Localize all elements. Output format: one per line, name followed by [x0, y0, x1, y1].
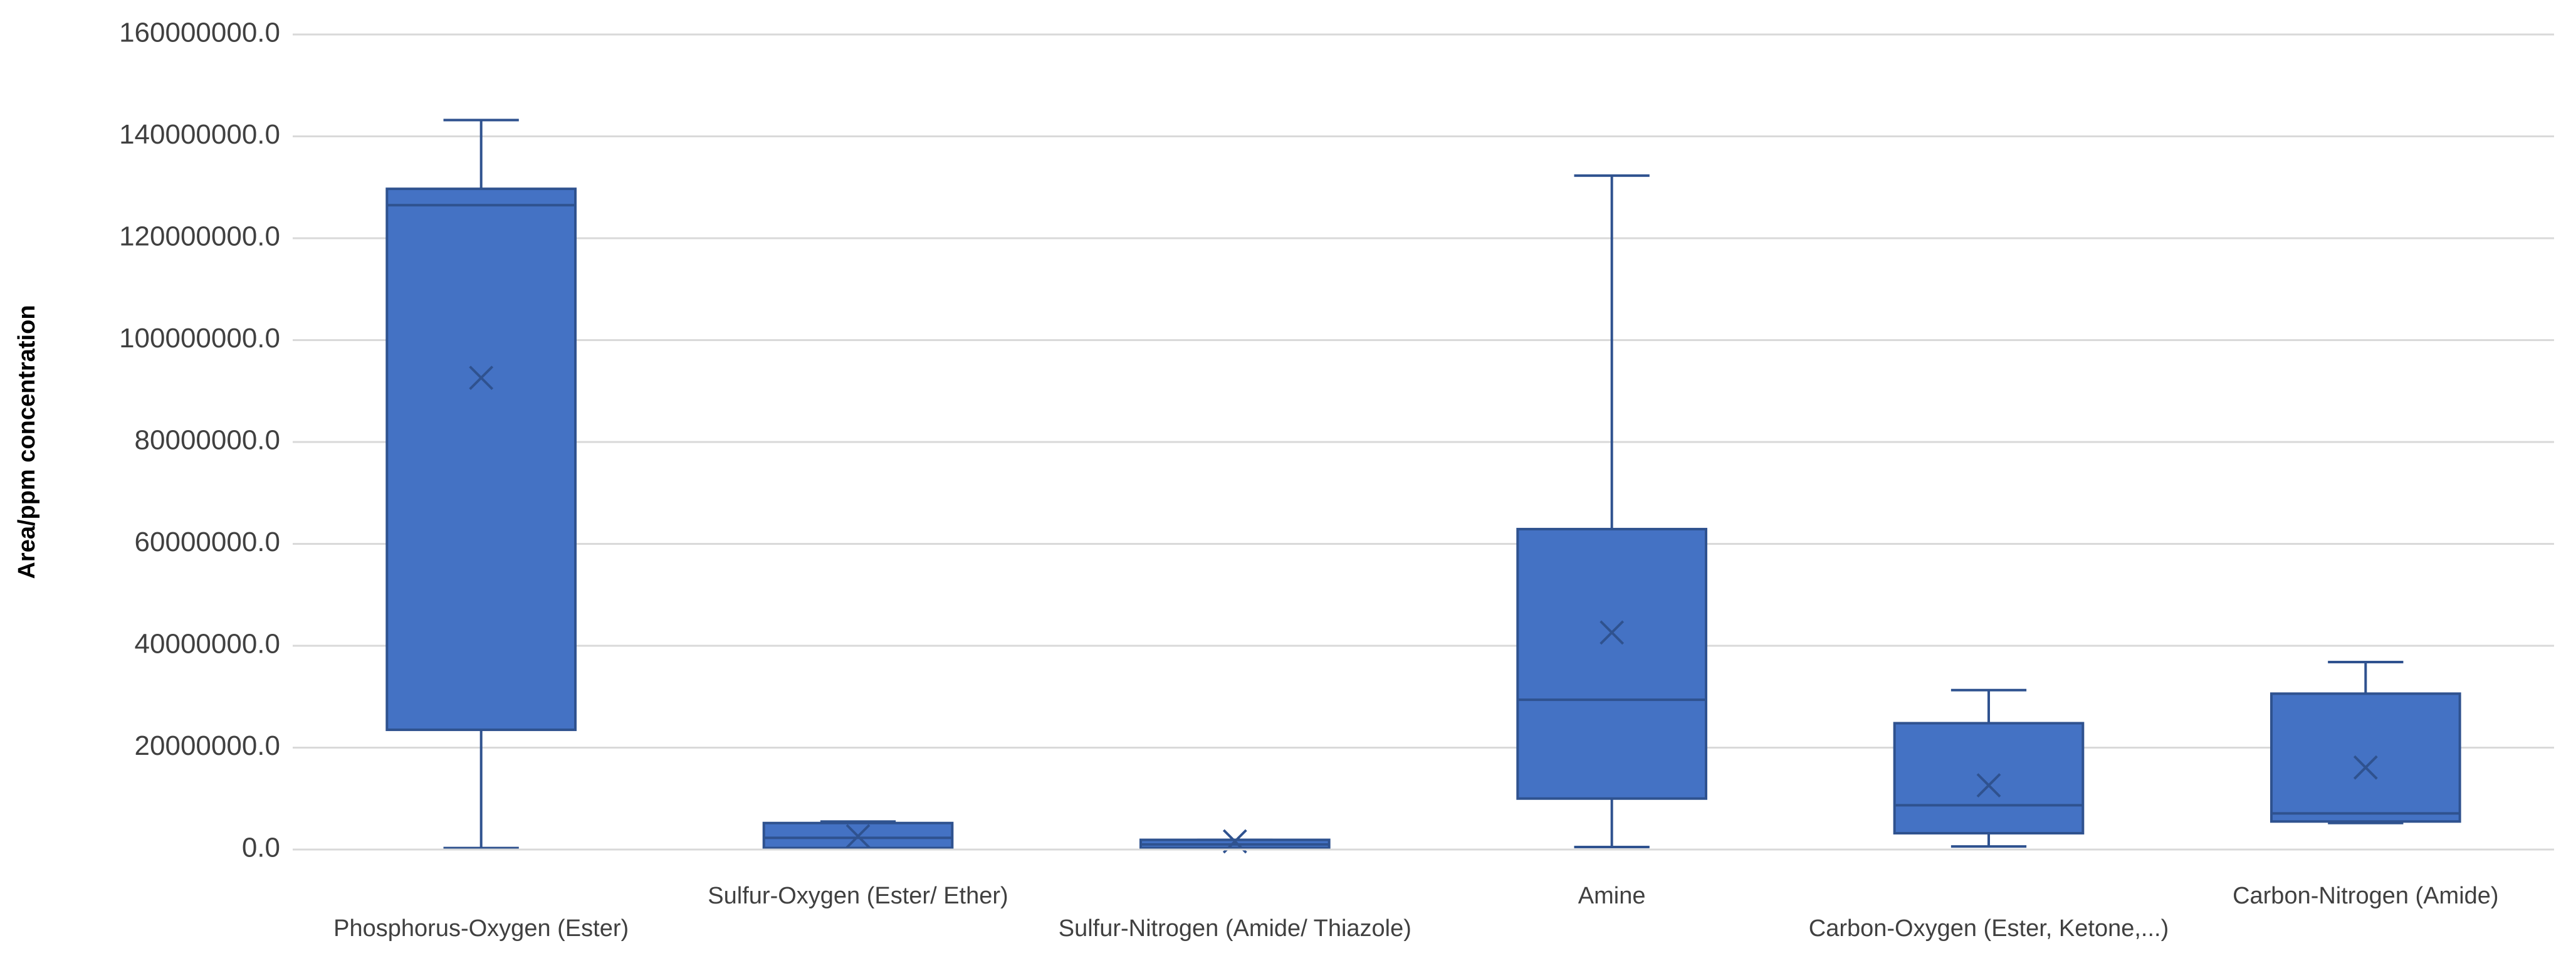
y-tick-label: 0.0 — [242, 833, 280, 863]
y-tick-label: 40000000.0 — [135, 629, 280, 660]
y-tick-label: 60000000.0 — [135, 527, 280, 557]
mean-marker — [1600, 620, 1625, 645]
y-tick-label: 160000000.0 — [119, 18, 280, 48]
box — [2270, 692, 2461, 823]
box — [1516, 527, 1707, 800]
x-tick-label: Amine — [1578, 883, 1646, 909]
y-tick-label: 100000000.0 — [119, 323, 280, 354]
x-tick-label: Sulfur-Oxygen (Ester/ Ether) — [708, 883, 1008, 909]
x-tick-label: Carbon-Oxygen (Ester, Ketone,...) — [1809, 915, 2169, 942]
y-axis-label: Area/ppm concentration — [14, 305, 40, 579]
x-tick-label: Carbon-Nitrogen (Amide) — [2233, 883, 2499, 909]
y-tick-label: 140000000.0 — [119, 119, 280, 150]
y-tick-label: 80000000.0 — [135, 425, 280, 456]
box — [385, 187, 577, 732]
y-tick-label: 120000000.0 — [119, 221, 280, 252]
mean-marker — [846, 824, 871, 849]
mean-marker — [2353, 755, 2378, 780]
x-tick-label: Phosphorus-Oxygen (Ester) — [333, 915, 629, 942]
mean-marker — [1976, 773, 2001, 798]
x-tick-label: Sulfur-Nitrogen (Amide/ Thiazole) — [1059, 915, 1411, 942]
mean-marker — [469, 366, 494, 391]
y-tick-label: 20000000.0 — [135, 730, 280, 761]
box — [1893, 722, 2085, 834]
